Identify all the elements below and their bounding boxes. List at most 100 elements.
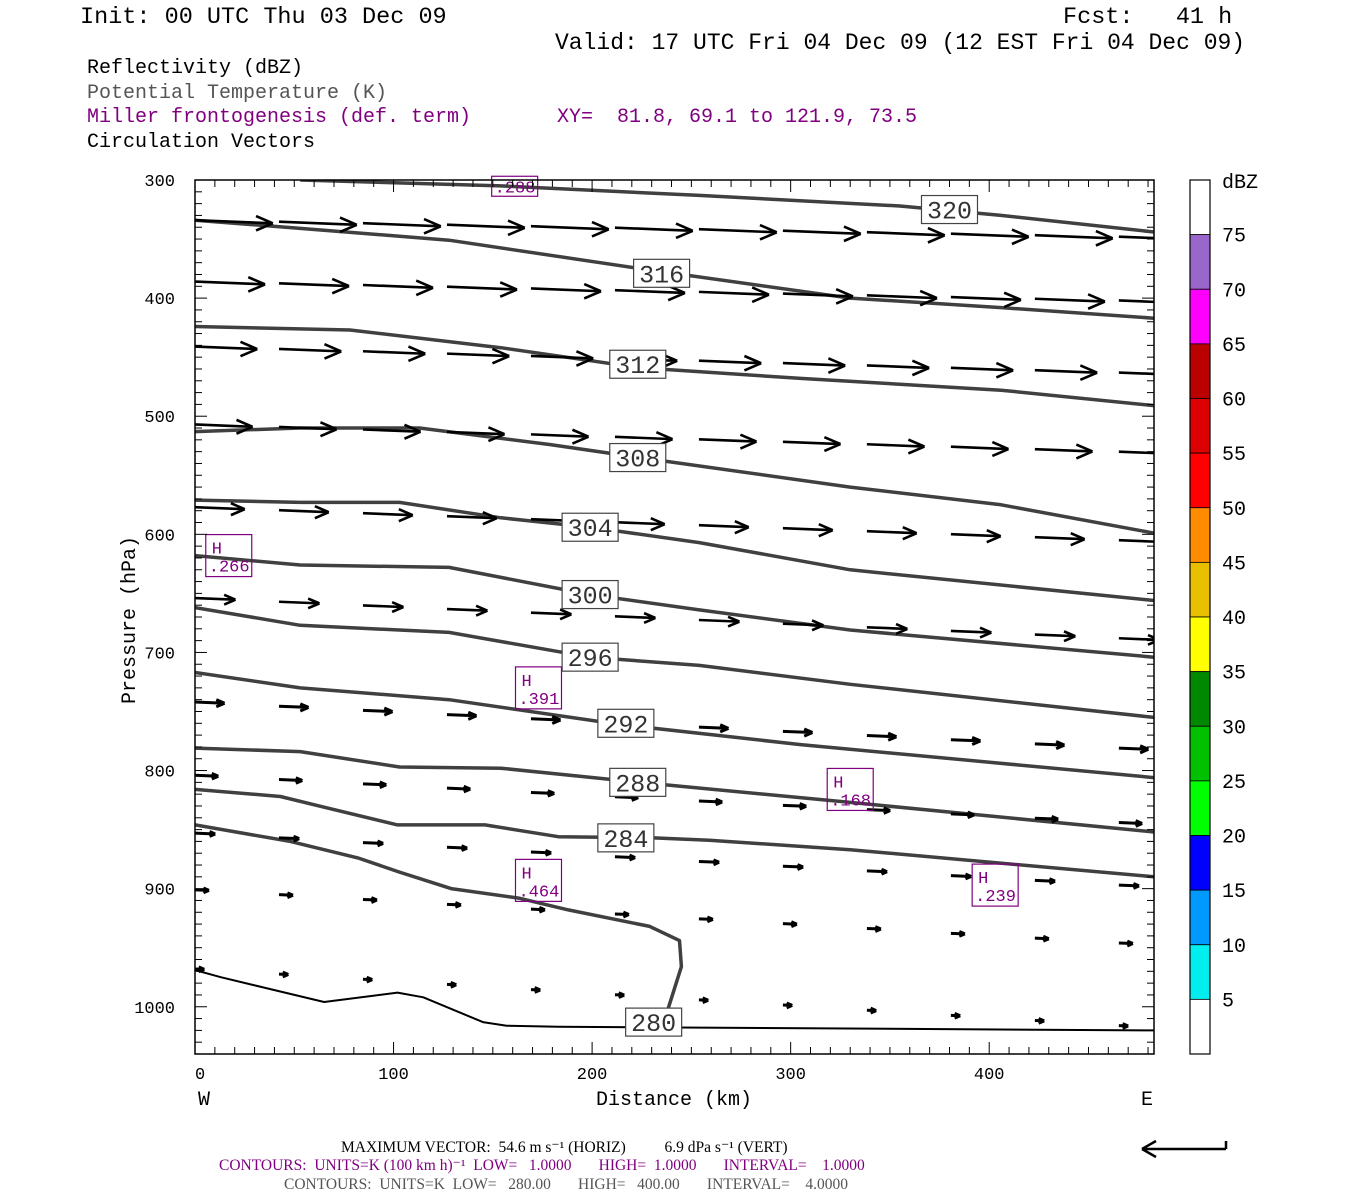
circulation-vector (530, 220, 610, 238)
circulation-vector (866, 438, 926, 455)
circulation-vector (446, 844, 468, 852)
contour-label-box (632, 258, 691, 288)
circulation-vector (195, 501, 246, 517)
fronto-max-box (514, 858, 563, 902)
theta-contour-284 (195, 787, 1154, 879)
circulation-vector (278, 776, 303, 785)
circulation-vector (446, 510, 498, 526)
colorbar-label: 25 (1222, 772, 1246, 795)
fronto-max-label: H (212, 541, 222, 560)
circulation-vector (950, 626, 992, 639)
colorbar-label: 5 (1222, 990, 1234, 1013)
theta-contour-320 (300, 180, 1154, 234)
contour-label: 316 (639, 261, 684, 290)
colorbar-segment (1189, 780, 1211, 836)
circulation-vector (446, 784, 471, 794)
circulation-vector (1118, 744, 1150, 755)
reference-vector (1141, 1139, 1228, 1159)
contour-label-box (920, 194, 979, 225)
colorbar-segment (1189, 671, 1211, 727)
circulation-vector (866, 731, 898, 742)
circulation-vector (1034, 443, 1093, 460)
circulation-vector (782, 435, 842, 453)
circulation-vector (782, 619, 824, 632)
circulation-vector (698, 915, 714, 924)
circulation-vector (362, 600, 404, 614)
colorbar-segment (1189, 507, 1211, 563)
circulation-vector (866, 526, 918, 541)
circulation-vector (530, 282, 602, 300)
legend-reflectivity: Reflectivity (dBZ) (87, 57, 304, 80)
theta-contour-280 (195, 823, 684, 1011)
circulation-vector (782, 802, 807, 811)
contour-label: 300 (568, 583, 613, 612)
colorbar-label: 55 (1222, 444, 1246, 467)
circulation-vector (866, 1006, 877, 1015)
circulation-vector (866, 289, 938, 307)
fronto-max-label: H (833, 774, 843, 793)
circulation-vector (446, 901, 462, 909)
colorbar-label: 60 (1222, 390, 1246, 413)
colorbar-label: 10 (1222, 936, 1246, 959)
colorbar-segment (1189, 616, 1211, 673)
circulation-vector (782, 288, 854, 305)
circulation-vector (782, 920, 798, 928)
circulation-vector (362, 345, 426, 363)
circulation-vector (866, 359, 930, 377)
circulation-vector (950, 810, 975, 820)
x-tick-label: 300 (775, 1066, 806, 1085)
contour-label: 308 (615, 446, 660, 475)
circulation-vector (1034, 229, 1114, 247)
x-axis-label: Distance (km) (596, 1089, 752, 1112)
contour-label-box (561, 579, 619, 610)
y-tick-label: 500 (144, 409, 175, 428)
circulation-vector (1118, 819, 1143, 828)
legend-frontogenesis: Miller frontogenesis (def. term) (87, 106, 472, 129)
fronto-max-box (491, 175, 539, 197)
circulation-vector (530, 428, 590, 445)
fronto-max-value: .168 (830, 792, 871, 811)
y-tick-label: 400 (144, 291, 175, 310)
colorbar-label: 20 (1222, 827, 1246, 850)
circulation-vector (446, 426, 506, 443)
circulation-vector (195, 275, 266, 293)
fronto-max-box (971, 863, 1019, 907)
theta-contour-300 (195, 553, 1154, 659)
contour-label: 280 (631, 1010, 676, 1039)
circulation-vectors (195, 214, 1154, 1030)
circulation-vector (362, 896, 378, 904)
circulation-vector (950, 361, 1014, 379)
circulation-vector (698, 797, 723, 807)
contour-labels: 320 316 312 308 304 300 296 292 288 284 280 (561, 194, 979, 1039)
theta-contour-308 (195, 426, 1154, 535)
circulation-vector (950, 440, 1009, 458)
colorbar-segment (1189, 944, 1211, 1000)
circulation-vector (614, 991, 625, 999)
circulation-vector (614, 611, 656, 625)
colorbar-label: 65 (1222, 335, 1246, 358)
circulation-vector (530, 849, 552, 857)
circulation-vector (950, 291, 1022, 309)
y-tick-label: 800 (144, 764, 175, 783)
circulation-vector (362, 423, 422, 440)
circulation-vector (950, 228, 1030, 246)
y-tick-label: 300 (144, 173, 175, 192)
circulation-vector (782, 523, 834, 538)
fronto-max-value: .239 (975, 888, 1016, 907)
circulation-vector (614, 853, 636, 862)
circulation-vector (446, 347, 510, 365)
contour-label: 312 (615, 352, 660, 381)
y-tick-label: 1000 (134, 1000, 175, 1019)
circulation-vector (782, 225, 862, 243)
circulation-vector (278, 421, 338, 438)
colorbar-label: 50 (1222, 499, 1246, 522)
circulation-vector (195, 698, 226, 709)
circulation-vector (1118, 371, 1154, 376)
y-tick-label: 600 (144, 527, 175, 546)
fronto-max-value: .391 (518, 691, 559, 710)
contour-label-box (609, 767, 667, 797)
x-tick-label: 100 (378, 1066, 409, 1085)
colorbar-segment (1189, 179, 1211, 236)
circulation-vector (866, 867, 888, 876)
circulation-vector (1034, 630, 1076, 643)
